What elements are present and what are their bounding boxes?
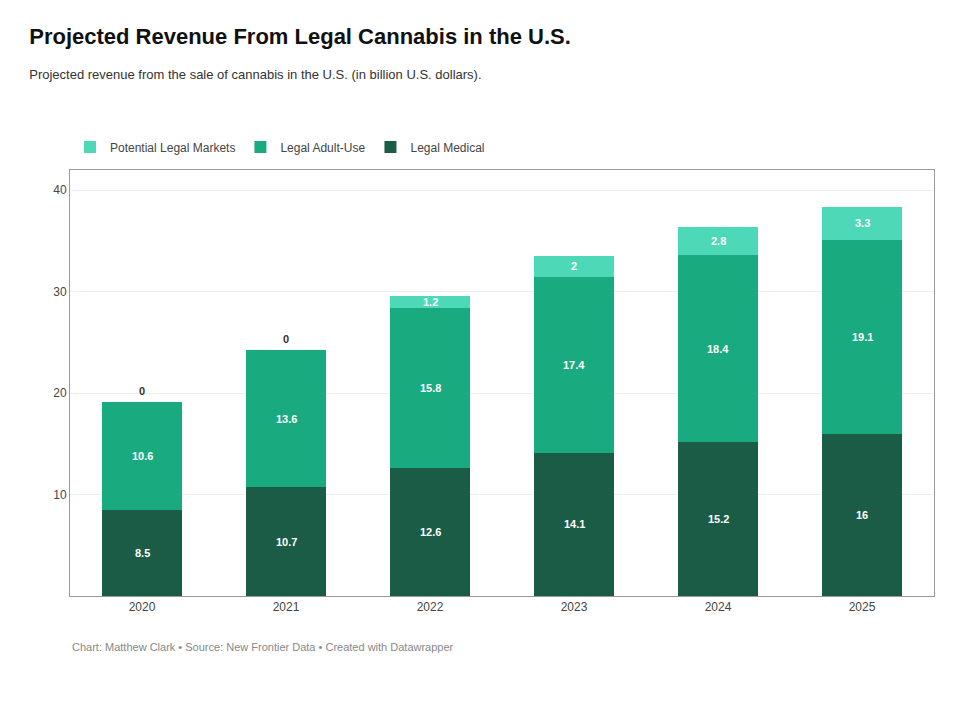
svg-text:14.1: 14.1 <box>564 518 585 530</box>
svg-text:Potential Legal Markets: Potential Legal Markets <box>110 141 235 155</box>
svg-text:2024: 2024 <box>705 600 732 614</box>
svg-text:2023: 2023 <box>561 600 588 614</box>
svg-text:Projected revenue from the sal: Projected revenue from the sale of canna… <box>29 67 481 82</box>
svg-text:13.6: 13.6 <box>276 413 297 425</box>
svg-text:Projected Revenue From Legal C: Projected Revenue From Legal Cannabis in… <box>29 24 571 49</box>
svg-text:10.6: 10.6 <box>132 450 153 462</box>
svg-text:40: 40 <box>53 183 67 197</box>
svg-text:0: 0 <box>283 333 289 345</box>
svg-text:19.1: 19.1 <box>852 331 873 343</box>
svg-text:18.4: 18.4 <box>707 343 729 355</box>
svg-text:2025: 2025 <box>849 600 876 614</box>
svg-text:2022: 2022 <box>417 600 444 614</box>
svg-text:15.2: 15.2 <box>708 513 729 525</box>
svg-text:2: 2 <box>571 260 577 272</box>
svg-text:8.5: 8.5 <box>135 547 150 559</box>
svg-text:12.6: 12.6 <box>420 526 441 538</box>
svg-text:Legal Adult-Use: Legal Adult-Use <box>280 141 365 155</box>
svg-text:Chart: Matthew Clark • Source:: Chart: Matthew Clark • Source: New Front… <box>72 641 454 653</box>
svg-text:Legal Medical: Legal Medical <box>410 141 484 155</box>
svg-text:0: 0 <box>139 385 145 397</box>
svg-text:10.7: 10.7 <box>276 536 297 548</box>
svg-text:1.2: 1.2 <box>423 296 438 308</box>
svg-text:2021: 2021 <box>273 600 300 614</box>
svg-text:30: 30 <box>53 285 67 299</box>
svg-text:10: 10 <box>53 488 67 502</box>
svg-text:15.8: 15.8 <box>420 382 441 394</box>
svg-text:17.4: 17.4 <box>563 359 585 371</box>
svg-text:2.8: 2.8 <box>711 235 726 247</box>
svg-text:16: 16 <box>856 509 868 521</box>
svg-text:20: 20 <box>53 386 67 400</box>
svg-text:3.3: 3.3 <box>855 217 870 229</box>
svg-text:2020: 2020 <box>129 600 156 614</box>
